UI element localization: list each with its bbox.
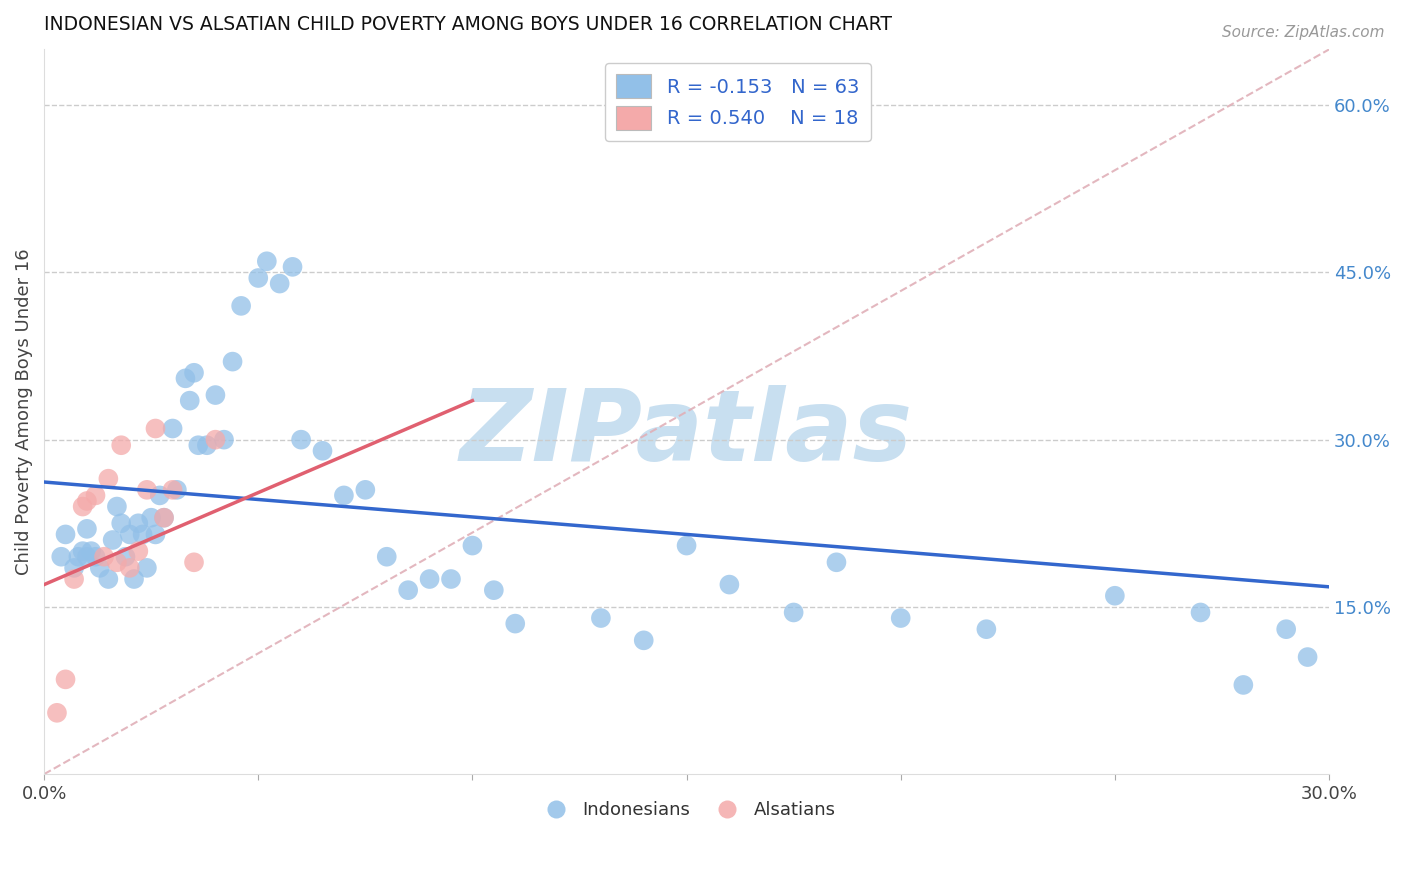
Point — [1189, 606, 1212, 620]
Point — [162, 483, 184, 497]
Point — [46, 706, 69, 720]
Point — [105, 555, 128, 569]
Point — [84, 549, 107, 564]
Point — [183, 366, 205, 380]
Point — [890, 611, 912, 625]
Point — [503, 616, 526, 631]
Point — [183, 555, 205, 569]
Point — [482, 583, 505, 598]
Point — [718, 577, 741, 591]
Point — [145, 421, 167, 435]
Point — [97, 572, 120, 586]
Point — [354, 483, 377, 497]
Point — [675, 539, 697, 553]
Point — [135, 483, 157, 497]
Point — [72, 500, 94, 514]
Point — [461, 539, 484, 553]
Point — [782, 606, 804, 620]
Point — [1232, 678, 1254, 692]
Text: INDONESIAN VS ALSATIAN CHILD POVERTY AMONG BOYS UNDER 16 CORRELATION CHART: INDONESIAN VS ALSATIAN CHILD POVERTY AMO… — [44, 15, 893, 34]
Point — [333, 488, 356, 502]
Point — [131, 527, 153, 541]
Point — [290, 433, 312, 447]
Point — [187, 438, 209, 452]
Point — [145, 527, 167, 541]
Point — [135, 561, 157, 575]
Point — [231, 299, 253, 313]
Point — [247, 271, 270, 285]
Point — [162, 421, 184, 435]
Point — [63, 572, 86, 586]
Point — [1296, 650, 1319, 665]
Point — [204, 388, 226, 402]
Text: ZIPatlas: ZIPatlas — [460, 385, 912, 482]
Point — [89, 561, 111, 575]
Point — [281, 260, 304, 274]
Point — [825, 555, 848, 569]
Point — [101, 533, 124, 547]
Point — [269, 277, 291, 291]
Point — [153, 510, 176, 524]
Point — [105, 500, 128, 514]
Point — [149, 488, 172, 502]
Point — [212, 433, 235, 447]
Text: Source: ZipAtlas.com: Source: ZipAtlas.com — [1222, 25, 1385, 40]
Point — [72, 544, 94, 558]
Point — [221, 354, 243, 368]
Point — [55, 527, 77, 541]
Point — [67, 549, 90, 564]
Point — [76, 494, 98, 508]
Point — [118, 561, 141, 575]
Point — [166, 483, 188, 497]
Point — [633, 633, 655, 648]
Point — [440, 572, 463, 586]
Point — [1275, 622, 1298, 636]
Point — [114, 549, 136, 564]
Point — [110, 438, 132, 452]
Point — [84, 488, 107, 502]
Point — [195, 438, 218, 452]
Point — [55, 673, 77, 687]
Point — [589, 611, 612, 625]
Point — [51, 549, 73, 564]
Point — [204, 433, 226, 447]
Y-axis label: Child Poverty Among Boys Under 16: Child Poverty Among Boys Under 16 — [15, 249, 32, 575]
Point — [63, 561, 86, 575]
Point — [256, 254, 278, 268]
Point — [311, 443, 333, 458]
Point — [141, 510, 163, 524]
Point — [375, 549, 398, 564]
Point — [118, 527, 141, 541]
Point — [127, 544, 149, 558]
Legend: Indonesians, Alsatians: Indonesians, Alsatians — [530, 794, 842, 827]
Point — [179, 393, 201, 408]
Point — [122, 572, 145, 586]
Point — [1104, 589, 1126, 603]
Point — [110, 516, 132, 531]
Point — [76, 549, 98, 564]
Point — [396, 583, 419, 598]
Point — [80, 544, 103, 558]
Point — [76, 522, 98, 536]
Point — [174, 371, 197, 385]
Point — [97, 472, 120, 486]
Point — [127, 516, 149, 531]
Point — [419, 572, 441, 586]
Point — [153, 510, 176, 524]
Point — [93, 549, 115, 564]
Point — [976, 622, 998, 636]
